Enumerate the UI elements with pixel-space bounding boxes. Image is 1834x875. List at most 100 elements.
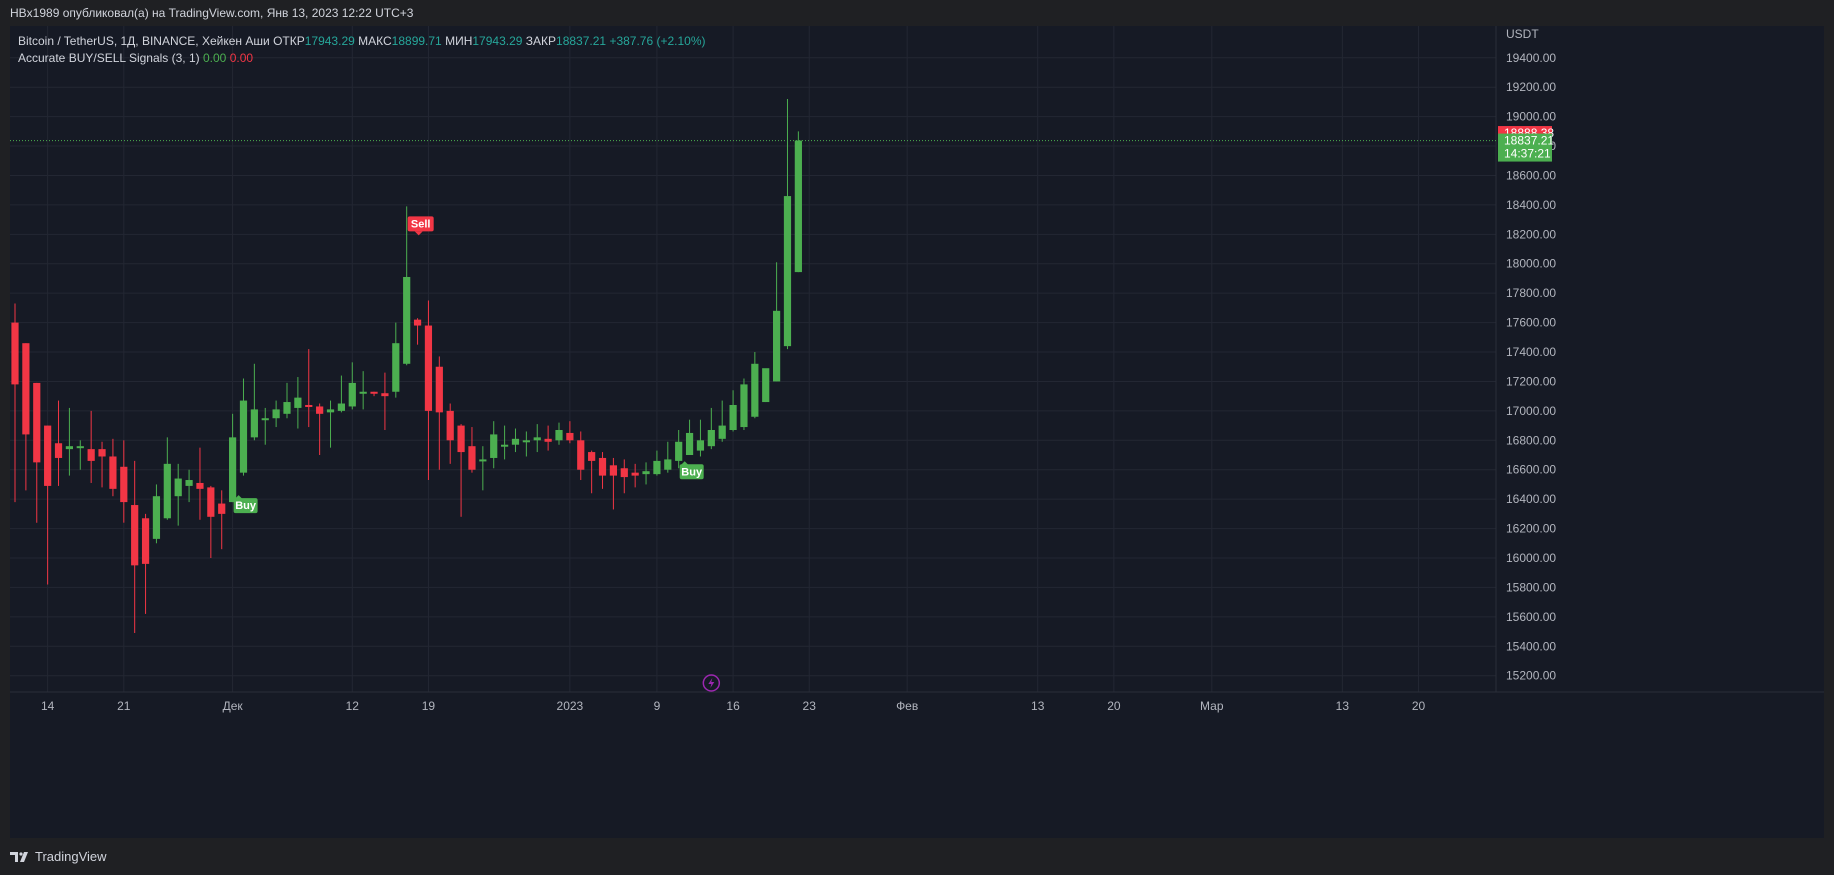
y-tick-label: 18400.00 bbox=[1506, 198, 1556, 212]
legend-row-symbol: Bitcoin / TetherUS, 1Д, BINANCE, Хейкен … bbox=[18, 33, 706, 50]
candle-body bbox=[522, 440, 530, 443]
candle-body bbox=[544, 438, 552, 442]
y-tick-label: 16800.00 bbox=[1506, 433, 1556, 447]
candle-body bbox=[413, 319, 422, 326]
candle-body bbox=[729, 404, 737, 430]
x-tick-label: 13 bbox=[1336, 699, 1350, 713]
y-tick-label: 15800.00 bbox=[1506, 580, 1556, 594]
time-axis-background bbox=[10, 692, 1824, 838]
top-bar: HBx1989 опубликовал(а) на TradingView.co… bbox=[0, 0, 1834, 26]
y-tick-label: 17400.00 bbox=[1506, 345, 1556, 359]
x-tick-label: 20 bbox=[1107, 699, 1121, 713]
candle-body bbox=[598, 457, 607, 476]
candle-body bbox=[403, 276, 411, 364]
x-tick-label: 2023 bbox=[557, 699, 584, 713]
candle-body bbox=[631, 472, 639, 476]
candle-body bbox=[794, 140, 802, 273]
candle-body bbox=[501, 444, 509, 447]
countdown-text: 14:37:21 bbox=[1504, 147, 1551, 161]
candle-body bbox=[653, 460, 661, 475]
indicator-value-buy: 0.00 bbox=[202, 51, 227, 65]
candle-body bbox=[424, 325, 433, 411]
signal-pointer bbox=[414, 231, 423, 236]
candle-body bbox=[381, 393, 389, 397]
candle-body bbox=[555, 430, 563, 441]
chart-area[interactable]: 15200.00 15400.00 15600.00 15800.00 16000.00… bbox=[10, 26, 1824, 838]
legend-symbol[interactable]: Bitcoin / TetherUS, 1Д, BINANCE, Хейкен … bbox=[18, 34, 270, 48]
candle-body bbox=[511, 438, 520, 445]
legend-close-label: ЗАКР bbox=[525, 34, 557, 48]
y-tick-label: 17600.00 bbox=[1506, 316, 1556, 330]
candle-body bbox=[675, 441, 683, 461]
signal-buy-text: Buy bbox=[681, 466, 703, 478]
signal-buy-label bbox=[233, 498, 258, 514]
footer: TradingView bbox=[0, 838, 1834, 875]
candle-body bbox=[283, 402, 291, 414]
signal-buy-text: Buy bbox=[235, 500, 257, 512]
candle-body bbox=[174, 478, 182, 497]
candle-body bbox=[577, 440, 585, 470]
legend-low-label: МИН bbox=[445, 34, 473, 48]
candle-body bbox=[762, 368, 770, 403]
candle-body bbox=[11, 322, 19, 385]
candle-body bbox=[642, 471, 650, 475]
x-tick-label: Фев bbox=[896, 699, 918, 713]
x-tick-label: 19 bbox=[422, 699, 436, 713]
indicator-name[interactable]: Accurate BUY/SELL Signals (3, 1) bbox=[18, 51, 200, 65]
x-tick-label: Дек bbox=[223, 699, 244, 713]
candle-body bbox=[533, 437, 541, 441]
candle-body bbox=[185, 480, 193, 486]
legend-close-value: 18837.21 bbox=[556, 34, 607, 48]
candle-body bbox=[261, 418, 269, 421]
candle-body bbox=[457, 425, 465, 453]
y-tick-label: 19000.00 bbox=[1506, 110, 1556, 124]
tradingview-logo-icon bbox=[10, 851, 28, 862]
candle-body bbox=[392, 343, 400, 392]
brand-name: TradingView bbox=[35, 849, 107, 864]
legend-open-label: ОТКР bbox=[273, 34, 305, 48]
y-tick-label: 19200.00 bbox=[1506, 80, 1556, 94]
candle-body bbox=[87, 449, 95, 461]
chart-legend: Bitcoin / TetherUS, 1Д, BINANCE, Хейкен … bbox=[18, 33, 706, 67]
candle-body bbox=[370, 391, 378, 394]
legend-row-indicator: Accurate BUY/SELL Signals (3, 1) 0.00 0.… bbox=[18, 50, 706, 67]
indicator-value-sell: 0.00 bbox=[229, 51, 254, 65]
legend-high-label: МАКС bbox=[358, 34, 392, 48]
tradingview-brand[interactable]: TradingView bbox=[10, 849, 107, 864]
signal-sell-label bbox=[407, 216, 434, 232]
candle-body bbox=[22, 343, 30, 435]
candle-body bbox=[218, 503, 226, 514]
candle-body bbox=[685, 432, 694, 456]
candle-body bbox=[696, 440, 705, 451]
candle-body bbox=[783, 196, 792, 347]
y-tick-label: 18600.00 bbox=[1506, 168, 1556, 182]
candle-body bbox=[131, 505, 139, 566]
legend-change: +387.76 (+2.10%) bbox=[609, 34, 706, 48]
x-tick-label: 20 bbox=[1412, 699, 1426, 713]
chart-canvas[interactable]: 15200.00 15400.00 15600.00 15800.00 16000.00… bbox=[10, 26, 1824, 838]
candle-body bbox=[435, 366, 443, 413]
event-lightning-icon bbox=[702, 674, 721, 692]
published-text: HBx1989 опубликовал(а) на TradingView.co… bbox=[10, 6, 414, 20]
y-tick-label: 17200.00 bbox=[1506, 374, 1556, 388]
candle-body bbox=[359, 391, 367, 394]
signal-buy-label bbox=[679, 464, 704, 480]
candle-body bbox=[337, 403, 345, 411]
y-tick-label: 16600.00 bbox=[1506, 463, 1556, 477]
lightning-glyph bbox=[708, 678, 715, 688]
y-tick-label: 17000.00 bbox=[1506, 404, 1556, 418]
candle-body bbox=[109, 456, 117, 489]
candle-body bbox=[141, 518, 150, 564]
candle-body bbox=[163, 463, 171, 519]
plot-background bbox=[10, 26, 1496, 692]
candle-body bbox=[566, 432, 574, 441]
candle-body bbox=[664, 459, 672, 470]
candle-body bbox=[272, 409, 280, 419]
candle-body bbox=[751, 363, 759, 417]
y-tick-label: 16400.00 bbox=[1506, 492, 1556, 506]
candle-body bbox=[773, 310, 781, 382]
y-tick-label: 16000.00 bbox=[1506, 551, 1556, 565]
y-tick-label: 15600.00 bbox=[1506, 610, 1556, 624]
candle-body bbox=[707, 430, 715, 447]
currency-label: USDT bbox=[1506, 27, 1539, 41]
